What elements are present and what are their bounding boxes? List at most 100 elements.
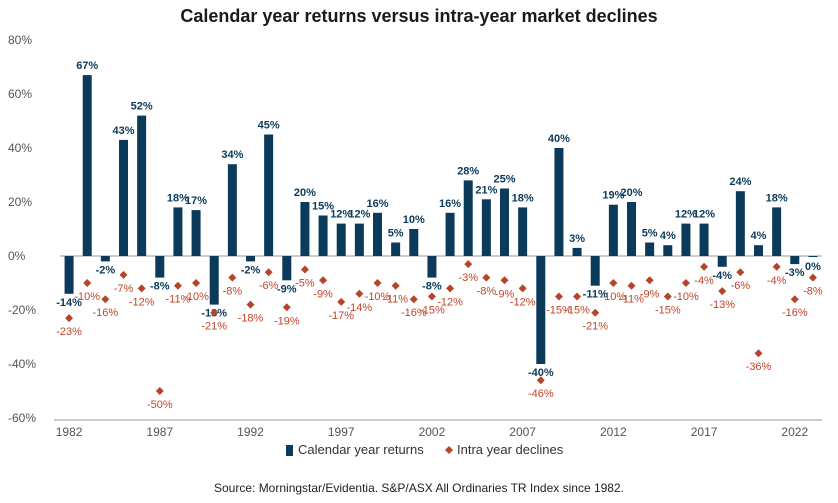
decline-marker [627, 281, 636, 290]
return-bar [373, 212, 382, 256]
return-label: 10% [403, 214, 425, 226]
decline-label: -6% [731, 280, 751, 292]
decline-marker [446, 284, 455, 293]
return-bar [627, 202, 636, 256]
decline-marker [718, 287, 727, 296]
x-tick-label: 2007 [509, 425, 536, 439]
decline-marker [192, 279, 201, 287]
decline-label: -5% [295, 278, 315, 290]
decline-label: -23% [56, 326, 82, 338]
decline-label: -21% [201, 321, 227, 333]
decline-marker [500, 276, 509, 285]
decline-marker [319, 276, 328, 285]
return-bar [645, 242, 655, 256]
return-bar [590, 256, 600, 286]
return-bar [354, 223, 364, 256]
decline-marker [754, 349, 763, 358]
decline-marker [663, 292, 672, 301]
return-label: 24% [729, 176, 751, 188]
return-bar [227, 164, 237, 256]
return-bar [264, 134, 274, 256]
decline-marker [101, 295, 110, 304]
decline-label: -3% [458, 272, 478, 284]
decline-label: -8% [477, 286, 497, 298]
return-label: 16% [366, 198, 388, 210]
decline-marker [83, 279, 92, 287]
return-bar [137, 115, 147, 256]
decline-marker [282, 303, 291, 312]
return-label: 12% [330, 209, 352, 221]
x-tick-label: 1982 [56, 425, 83, 439]
return-label: -2% [241, 264, 261, 276]
decline-marker [246, 300, 255, 309]
decline-label: -12% [129, 296, 155, 308]
return-label: 28% [457, 165, 479, 177]
decline-label: -11% [619, 294, 644, 306]
return-label: 34% [221, 149, 243, 161]
decline-marker [554, 292, 563, 301]
return-bar [699, 223, 709, 256]
decline-label: -10% [601, 291, 627, 303]
decline-label: -46% [528, 388, 554, 400]
return-bar [681, 223, 691, 256]
return-label: 25% [493, 174, 515, 186]
decline-marker [264, 268, 273, 277]
return-bar [572, 247, 582, 256]
decline-marker [609, 279, 618, 287]
return-label: -40% [528, 367, 554, 379]
return-label: 0% [805, 261, 821, 273]
decline-label: -50% [147, 399, 173, 411]
decline-marker [536, 376, 545, 385]
decline-label: -4% [767, 275, 787, 287]
y-tick-label: 20% [8, 195, 32, 209]
return-label: 18% [766, 192, 788, 204]
decline-marker [337, 297, 346, 306]
return-bar [717, 256, 727, 267]
return-bar [282, 256, 292, 281]
y-tick-label: 60% [8, 87, 32, 101]
return-bar [246, 256, 255, 262]
y-tick-label: -60% [8, 411, 36, 425]
return-bar [155, 256, 165, 278]
return-bar [481, 199, 491, 256]
x-tick-label: 2012 [600, 425, 627, 439]
return-bar [119, 139, 128, 256]
y-tick-label: 80% [8, 33, 32, 47]
return-bar [608, 204, 618, 256]
return-label: 5% [388, 228, 404, 240]
return-label: -3% [785, 267, 805, 279]
return-label: 4% [660, 230, 676, 242]
return-bar [772, 207, 782, 256]
return-label: 16% [439, 198, 461, 210]
decline-label: -10% [74, 291, 100, 303]
return-bar [735, 191, 745, 256]
return-bar [191, 210, 201, 256]
return-label: -2% [96, 264, 116, 276]
return-label: 18% [167, 192, 189, 204]
return-label: -9% [277, 283, 297, 295]
return-label: 40% [548, 133, 570, 145]
decline-label: -15% [564, 305, 590, 317]
decline-label: -18% [238, 313, 264, 325]
decline-marker [464, 260, 473, 269]
decline-marker [228, 273, 237, 282]
decline-label: -19% [274, 315, 300, 327]
return-label: 19% [602, 190, 624, 202]
decline-marker [645, 276, 654, 285]
decline-marker [518, 284, 527, 293]
decline-label: -13% [709, 299, 735, 311]
decline-marker [808, 273, 817, 282]
decline-label: -16% [782, 307, 808, 319]
decline-marker [573, 292, 582, 301]
legend-returns-swatch [286, 445, 293, 456]
decline-label: -16% [93, 307, 119, 319]
decline-label: -9% [313, 288, 333, 300]
decline-marker [736, 268, 745, 277]
return-label: -4% [712, 270, 732, 282]
return-bar [445, 212, 455, 256]
return-bar [300, 202, 310, 256]
return-label: 18% [512, 192, 534, 204]
return-label: 20% [294, 187, 316, 199]
decline-label: -15% [546, 305, 572, 317]
decline-label: -10% [365, 291, 391, 303]
